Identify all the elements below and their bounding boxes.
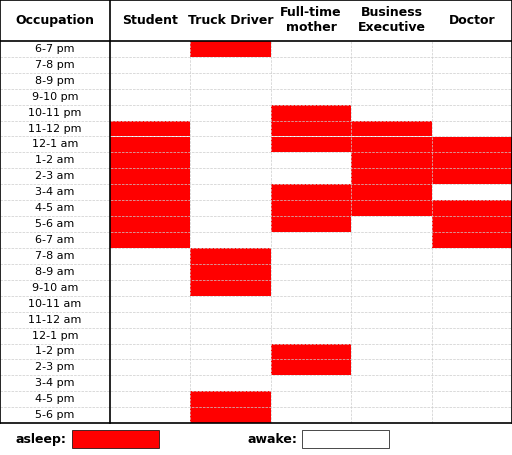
Text: 3-4 pm: 3-4 pm	[35, 379, 75, 388]
Text: 12-1 am: 12-1 am	[32, 140, 78, 149]
Text: 6-7 am: 6-7 am	[35, 235, 75, 245]
Text: 11-12 am: 11-12 am	[28, 315, 82, 324]
Bar	[432, 216, 512, 232]
Bar	[190, 264, 271, 280]
Bar	[271, 121, 351, 136]
Text: 7-8 am: 7-8 am	[35, 251, 75, 261]
Bar	[302, 430, 389, 448]
Bar	[351, 121, 432, 136]
Bar	[432, 200, 512, 216]
Bar	[351, 168, 432, 184]
Text: 2-3 pm: 2-3 pm	[35, 363, 75, 372]
Bar	[110, 152, 190, 168]
Bar	[190, 391, 271, 407]
Text: 3-4 am: 3-4 am	[35, 187, 75, 197]
Text: Truck Driver: Truck Driver	[188, 14, 273, 27]
Text: 8-9 pm: 8-9 pm	[35, 76, 75, 86]
Bar	[271, 344, 351, 359]
Text: asleep:: asleep:	[16, 433, 67, 445]
Text: 9-10 am: 9-10 am	[32, 283, 78, 293]
Bar	[432, 232, 512, 248]
Bar	[110, 136, 190, 152]
Bar	[190, 407, 271, 423]
Bar	[110, 184, 190, 200]
Text: 10-11 am: 10-11 am	[28, 299, 82, 308]
Text: 6-7 pm: 6-7 pm	[35, 44, 75, 54]
Bar	[351, 136, 432, 152]
Text: 5-6 pm: 5-6 pm	[35, 410, 75, 420]
Bar	[110, 216, 190, 232]
Text: 7-8 pm: 7-8 pm	[35, 60, 75, 70]
Bar	[271, 200, 351, 216]
Bar	[110, 232, 190, 248]
Text: 2-3 am: 2-3 am	[35, 172, 75, 181]
Bar	[271, 105, 351, 121]
Bar	[190, 280, 271, 296]
Text: 9-10 pm: 9-10 pm	[32, 92, 78, 101]
Text: 4-5 pm: 4-5 pm	[35, 394, 75, 404]
Text: Doctor: Doctor	[449, 14, 495, 27]
Bar	[351, 184, 432, 200]
Bar	[351, 152, 432, 168]
Text: 11-12 pm: 11-12 pm	[28, 124, 82, 133]
Bar	[110, 121, 190, 136]
Bar	[432, 136, 512, 152]
Bar	[110, 200, 190, 216]
Bar	[190, 41, 271, 57]
Text: 10-11 pm: 10-11 pm	[28, 108, 82, 117]
Text: 12-1 pm: 12-1 pm	[32, 331, 78, 340]
Bar	[72, 430, 159, 448]
Text: Occupation: Occupation	[15, 14, 95, 27]
Bar	[351, 200, 432, 216]
Bar	[190, 248, 271, 264]
Bar	[110, 168, 190, 184]
Text: 1-2 am: 1-2 am	[35, 156, 75, 165]
Bar	[432, 168, 512, 184]
Bar	[271, 216, 351, 232]
Bar	[432, 152, 512, 168]
Bar	[271, 184, 351, 200]
Text: awake:: awake:	[247, 433, 297, 445]
Text: Student: Student	[122, 14, 178, 27]
Text: 4-5 am: 4-5 am	[35, 203, 75, 213]
Bar	[271, 359, 351, 375]
Text: Full-time
mother: Full-time mother	[280, 6, 342, 35]
Text: 1-2 pm: 1-2 pm	[35, 347, 75, 356]
Text: 8-9 am: 8-9 am	[35, 267, 75, 277]
Bar	[271, 136, 351, 152]
Text: Business
Executive: Business Executive	[357, 6, 425, 35]
Text: 5-6 am: 5-6 am	[35, 219, 75, 229]
